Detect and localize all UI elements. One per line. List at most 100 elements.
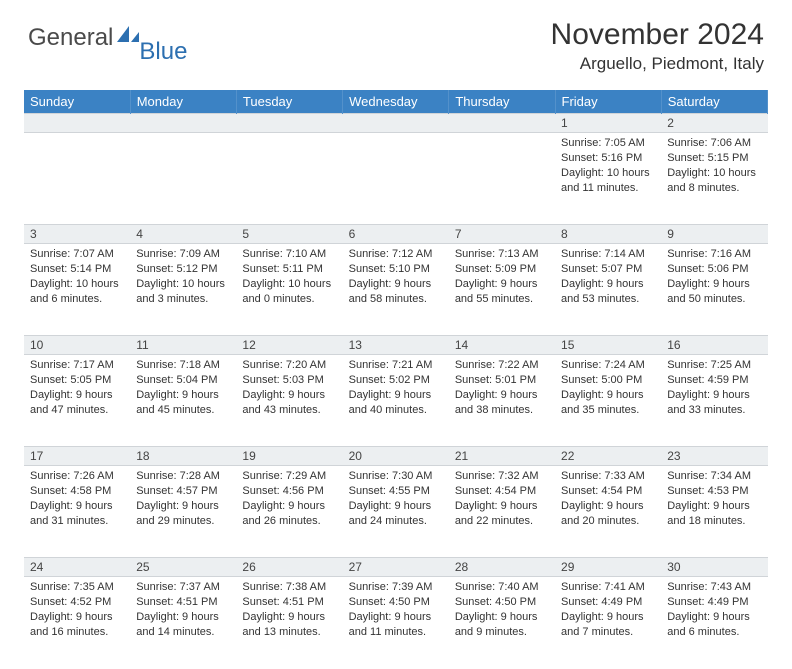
day-cell: Sunrise: 7:33 AMSunset: 4:54 PMDaylight:… [555,466,661,558]
sunrise-line: Sunrise: 7:35 AM [30,580,124,595]
day-number-cell: 25 [130,558,236,577]
day-number-cell: 16 [661,336,767,355]
day-number-cell [130,114,236,133]
day-content: Sunrise: 7:12 AMSunset: 5:10 PMDaylight:… [343,244,449,316]
sunrise-line: Sunrise: 7:32 AM [455,469,549,484]
day-content: Sunrise: 7:06 AMSunset: 5:15 PMDaylight:… [661,133,767,205]
day-number-cell: 27 [343,558,449,577]
day-cell: Sunrise: 7:05 AMSunset: 5:16 PMDaylight:… [555,133,661,225]
sunset-line: Sunset: 4:50 PM [349,595,443,610]
day-cell: Sunrise: 7:39 AMSunset: 4:50 PMDaylight:… [343,577,449,669]
day-number-cell: 30 [661,558,767,577]
day-content: Sunrise: 7:09 AMSunset: 5:12 PMDaylight:… [130,244,236,316]
day-number-cell: 5 [236,225,342,244]
sunset-line: Sunset: 4:49 PM [561,595,655,610]
daylight-line: Daylight: 9 hours and 45 minutes. [136,388,230,418]
day-content: Sunrise: 7:28 AMSunset: 4:57 PMDaylight:… [130,466,236,538]
sail-icon [115,24,141,49]
day-number-cell: 19 [236,447,342,466]
sunset-line: Sunset: 4:52 PM [30,595,124,610]
weekday-header: Saturday [661,90,767,114]
sunrise-line: Sunrise: 7:24 AM [561,358,655,373]
day-number-cell: 2 [661,114,767,133]
month-title: November 2024 [551,18,764,52]
sunrise-line: Sunrise: 7:18 AM [136,358,230,373]
day-number-cell: 1 [555,114,661,133]
day-cell [130,133,236,225]
sunrise-line: Sunrise: 7:30 AM [349,469,443,484]
day-content [343,133,449,205]
weekday-header: Sunday [24,90,130,114]
day-cell: Sunrise: 7:38 AMSunset: 4:51 PMDaylight:… [236,577,342,669]
daylight-line: Daylight: 9 hours and 31 minutes. [30,499,124,529]
daylight-line: Daylight: 9 hours and 29 minutes. [136,499,230,529]
day-cell: Sunrise: 7:10 AMSunset: 5:11 PMDaylight:… [236,244,342,336]
daylight-line: Daylight: 9 hours and 9 minutes. [455,610,549,640]
day-content: Sunrise: 7:07 AMSunset: 5:14 PMDaylight:… [24,244,130,316]
day-cell: Sunrise: 7:28 AMSunset: 4:57 PMDaylight:… [130,466,236,558]
day-number-cell: 11 [130,336,236,355]
daylight-line: Daylight: 9 hours and 14 minutes. [136,610,230,640]
day-cell: Sunrise: 7:30 AMSunset: 4:55 PMDaylight:… [343,466,449,558]
sunrise-line: Sunrise: 7:33 AM [561,469,655,484]
day-number-cell: 3 [24,225,130,244]
daylight-line: Daylight: 9 hours and 55 minutes. [455,277,549,307]
day-cell: Sunrise: 7:09 AMSunset: 5:12 PMDaylight:… [130,244,236,336]
day-content [130,133,236,205]
sunrise-line: Sunrise: 7:09 AM [136,247,230,262]
content-row: Sunrise: 7:35 AMSunset: 4:52 PM Daylight:… [24,577,768,669]
daylight-line: Daylight: 9 hours and 50 minutes. [667,277,761,307]
day-cell: Sunrise: 7:24 AMSunset: 5:00 PMDaylight:… [555,355,661,447]
day-number-cell: 22 [555,447,661,466]
day-number-cell: 23 [661,447,767,466]
day-number-cell: 4 [130,225,236,244]
day-number-cell: 20 [343,447,449,466]
day-content: Sunrise: 7:17 AMSunset: 5:05 PMDaylight:… [24,355,130,427]
daylight-line: Daylight: 9 hours and 35 minutes. [561,388,655,418]
day-cell: Sunrise: 7:06 AMSunset: 5:15 PMDaylight:… [661,133,767,225]
day-number-cell: 9 [661,225,767,244]
day-content: Sunrise: 7:39 AMSunset: 4:50 PMDaylight:… [343,577,449,649]
day-cell: Sunrise: 7:26 AMSunset: 4:58 PMDaylight:… [24,466,130,558]
daylight-line: Daylight: 9 hours and 33 minutes. [667,388,761,418]
weekday-header-row: SundayMondayTuesdayWednesdayThursdayFrid… [24,90,768,114]
day-cell: Sunrise: 7:16 AMSunset: 5:06 PMDaylight:… [661,244,767,336]
daylight-line: Daylight: 9 hours and 40 minutes. [349,388,443,418]
day-number-cell: 24 [24,558,130,577]
day-cell: Sunrise: 7:29 AMSunset: 4:56 PMDaylight:… [236,466,342,558]
weekday-header: Monday [130,90,236,114]
sunset-line: Sunset: 5:00 PM [561,373,655,388]
sunset-line: Sunset: 4:54 PM [561,484,655,499]
daylight-line: Daylight: 9 hours and 18 minutes. [667,499,761,529]
sunrise-line: Sunrise: 7:12 AM [349,247,443,262]
daynum-row: 17181920212223 [24,447,768,466]
sunset-line: Sunset: 4:50 PM [455,595,549,610]
header: General Blue November 2024 Arguello, Pie… [0,0,792,82]
sunrise-line: Sunrise: 7:07 AM [30,247,124,262]
day-cell: Sunrise: 7:21 AMSunset: 5:02 PMDaylight:… [343,355,449,447]
weekday-header: Tuesday [236,90,342,114]
sunrise-line: Sunrise: 7:25 AM [667,358,761,373]
daylight-line: Daylight: 9 hours and 38 minutes. [455,388,549,418]
sunset-line: Sunset: 5:15 PM [667,151,761,166]
content-row: Sunrise: 7:05 AMSunset: 5:16 PMDaylight:… [24,133,768,225]
day-cell: Sunrise: 7:37 AMSunset: 4:51 PMDaylight:… [130,577,236,669]
sunset-line: Sunset: 5:01 PM [455,373,549,388]
logo-text-blue: Blue [139,38,187,66]
sunset-line: Sunset: 4:51 PM [136,595,230,610]
day-number-cell: 21 [449,447,555,466]
sunset-line: Sunset: 5:14 PM [30,262,124,277]
sunset-line: Sunset: 4:51 PM [242,595,336,610]
day-content: Sunrise: 7:38 AMSunset: 4:51 PMDaylight:… [236,577,342,649]
day-cell: Sunrise: 7:18 AMSunset: 5:04 PMDaylight:… [130,355,236,447]
sunset-line: Sunset: 4:53 PM [667,484,761,499]
location-label: Arguello, Piedmont, Italy [551,54,764,74]
sunrise-line: Sunrise: 7:41 AM [561,580,655,595]
day-number-cell: 15 [555,336,661,355]
sunset-line: Sunset: 5:12 PM [136,262,230,277]
day-content: Sunrise: 7:33 AMSunset: 4:54 PMDaylight:… [555,466,661,538]
daylight-line: Daylight: 9 hours and 58 minutes. [349,277,443,307]
day-content: Sunrise: 7:21 AMSunset: 5:02 PMDaylight:… [343,355,449,427]
day-cell: Sunrise: 7:12 AMSunset: 5:10 PMDaylight:… [343,244,449,336]
day-content [24,133,130,205]
